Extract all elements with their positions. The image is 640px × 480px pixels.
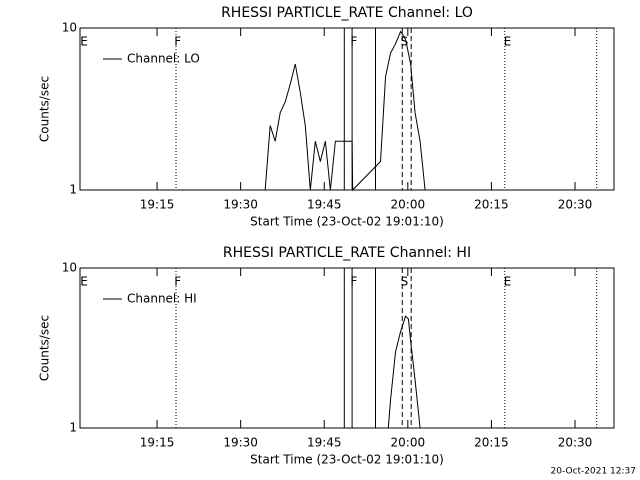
data-line	[80, 315, 614, 429]
x-tick-label: 20:00	[391, 436, 426, 450]
timestamp: 20-Oct-2021 12:37	[551, 467, 636, 477]
x-tick-label: 20:30	[558, 198, 593, 212]
y-tick-label: 10	[62, 261, 77, 275]
y-axis-label: Counts/sec	[38, 76, 52, 142]
flag-label: E	[504, 35, 512, 49]
x-tick-label: 20:00	[391, 198, 426, 212]
x-axis-label: Start Time (23-Oct-02 19:01:10)	[250, 215, 444, 229]
chart-title: RHESSI PARTICLE_RATE Channel: HI	[223, 245, 471, 261]
flag-label: S	[401, 35, 409, 49]
y-tick-label: 10	[62, 21, 77, 35]
flag-label: E	[504, 275, 512, 289]
flag-label: S	[401, 275, 409, 289]
x-tick-label: 20:15	[474, 198, 509, 212]
y-axis-label: Counts/sec	[38, 315, 52, 381]
x-tick-label: 19:45	[307, 436, 342, 450]
x-tick-label: 20:30	[558, 436, 593, 450]
flag-label: F	[174, 35, 181, 49]
flag-label: F	[350, 275, 357, 289]
data-line	[80, 30, 614, 192]
x-tick-label: 19:15	[140, 198, 175, 212]
y-tick-label: 1	[69, 183, 77, 197]
x-tick-label: 19:30	[223, 198, 258, 212]
plot-frame	[79, 27, 615, 191]
chart-title: RHESSI PARTICLE_RATE Channel: LO	[221, 5, 473, 21]
y-tick-label: 1	[69, 421, 77, 435]
x-tick-label: 19:30	[223, 436, 258, 450]
flag-label: F	[350, 35, 357, 49]
x-tick-label: 19:15	[140, 436, 175, 450]
flag-label: E	[80, 35, 88, 49]
x-axis-label: Start Time (23-Oct-02 19:01:10)	[250, 453, 444, 467]
x-tick-label: 20:15	[474, 436, 509, 450]
flag-label: E	[80, 275, 88, 289]
x-tick-label: 19:45	[307, 198, 342, 212]
legend-label: Channel: HI	[127, 292, 197, 306]
flag-label: F	[174, 275, 181, 289]
legend-label: Channel: LO	[127, 52, 200, 66]
